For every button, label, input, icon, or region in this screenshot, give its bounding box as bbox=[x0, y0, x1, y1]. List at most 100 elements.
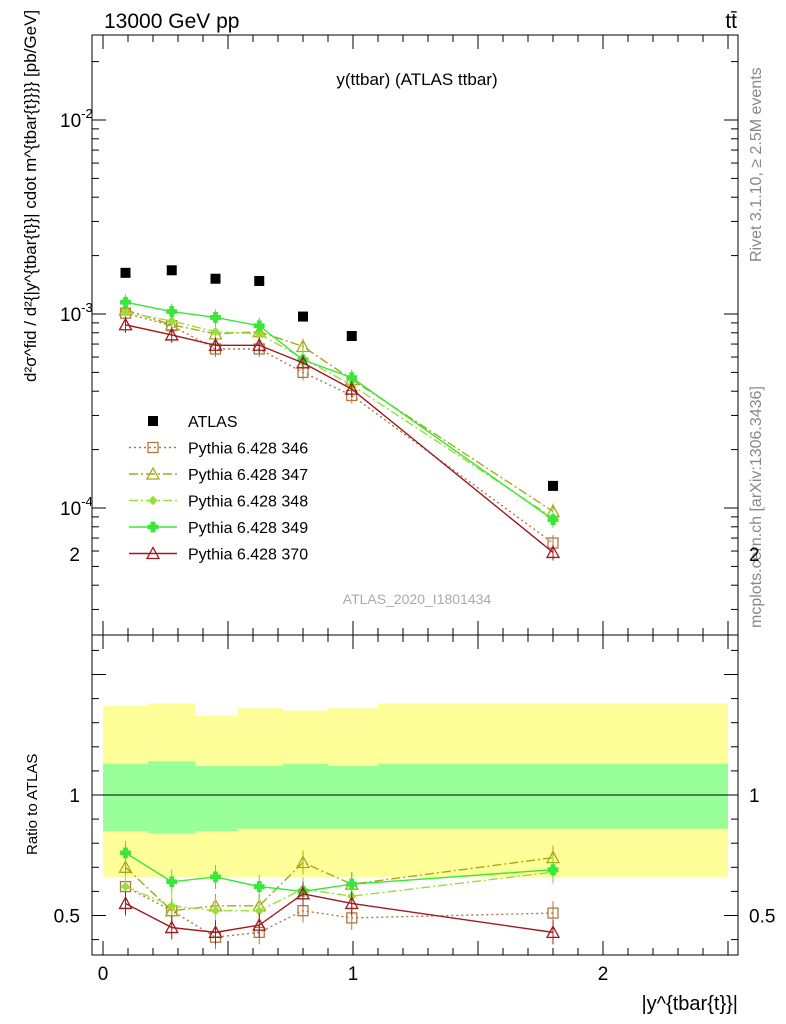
main-y-tick-label: 10-4 bbox=[60, 494, 93, 520]
legend-marker-atlas bbox=[148, 416, 158, 426]
main-y-tick-label-base: 10 bbox=[60, 499, 81, 520]
ratio-band-inner bbox=[103, 763, 148, 832]
ratio-series-point bbox=[547, 864, 559, 876]
main-y-tick-label-base: 10 bbox=[60, 305, 81, 326]
legend-marker bbox=[145, 466, 161, 480]
ratio-series-point bbox=[120, 847, 131, 859]
main-y-tick-label-base: 10 bbox=[60, 111, 81, 132]
main-series-point bbox=[120, 296, 131, 308]
ratio-y-tick-label: 1 bbox=[69, 786, 80, 807]
atlas-data-point bbox=[166, 265, 177, 276]
ratio-series-point bbox=[210, 871, 221, 883]
atlas-data-point bbox=[298, 311, 308, 322]
x-axis-label: |y^{tbar{t}}| bbox=[641, 993, 738, 1015]
main-axis-ticks: 10-410-310-2 bbox=[60, 61, 738, 610]
mcplots-source-label: mcplots.cern.ch [arXiv:1306.3436] bbox=[748, 386, 765, 628]
analysis-watermark: ATLAS_2020_I1801434 bbox=[343, 591, 492, 607]
main-y-tick-label-exp: -2 bbox=[81, 106, 93, 121]
ratio-axis-ticks: 0.5 0.5 1 1 2 2 bbox=[54, 545, 775, 941]
ratio-series bbox=[118, 840, 561, 950]
legend-label: Pythia 6.428 348 bbox=[188, 494, 308, 511]
ratio-y-tick-label: 0.5 bbox=[54, 907, 80, 928]
ratio-series-point bbox=[164, 920, 179, 934]
atlas-data-point bbox=[548, 480, 558, 491]
ratio-series-point bbox=[547, 907, 559, 919]
ratio-series-point bbox=[210, 905, 221, 916]
x-tick-label: 2 bbox=[598, 964, 609, 985]
ratio-series-point bbox=[295, 886, 311, 900]
ratio-band-inner bbox=[148, 761, 196, 834]
ratio-panel: 0.5 0.5 1 1 2 2 Ratio to ATLAS bbox=[24, 545, 775, 956]
main-series-point bbox=[253, 320, 265, 332]
legend-label-atlas: ATLAS bbox=[188, 414, 238, 431]
ratio-series-point bbox=[295, 855, 311, 869]
atlas-data-point bbox=[210, 273, 221, 284]
legend-marker bbox=[147, 521, 159, 533]
ratio-series-line bbox=[125, 893, 554, 934]
main-series-point bbox=[166, 306, 178, 317]
main-panel-frame bbox=[91, 34, 739, 636]
main-series-point bbox=[118, 317, 133, 331]
legend-marker bbox=[147, 441, 159, 454]
main-data-points bbox=[120, 265, 558, 491]
ratio-series-point bbox=[252, 917, 267, 931]
ratio-y-tick-label: 2 bbox=[69, 545, 80, 566]
main-y-tick-label-exp: -4 bbox=[81, 494, 93, 509]
ratio-band-inner bbox=[195, 766, 238, 832]
ratio-series-point bbox=[120, 881, 131, 892]
ratio-series-point bbox=[208, 925, 223, 939]
main-series-line bbox=[125, 301, 554, 521]
ratio-y-axis-label: Ratio to ATLAS bbox=[24, 754, 41, 855]
ratio-series-point bbox=[166, 876, 178, 888]
rivet-version-label: Rivet 3.1.10, ≥ 2.5M events bbox=[748, 67, 765, 262]
plot-title: y(ttbar) (ATLAS ttbar) bbox=[336, 70, 497, 89]
ratio-band-inner bbox=[283, 763, 328, 829]
x-axis-ticks: 0 1 2 bbox=[98, 35, 729, 985]
ratio-series-point bbox=[346, 878, 358, 890]
ratio-y-tick-label-right: 0.5 bbox=[749, 907, 775, 928]
ratio-band-inner bbox=[378, 763, 728, 829]
main-y-tick-label: 10-3 bbox=[60, 300, 93, 326]
legend-marker bbox=[145, 546, 161, 560]
atlas-data-point bbox=[254, 275, 265, 286]
x-tick-label: 1 bbox=[348, 964, 359, 985]
main-series bbox=[118, 294, 561, 561]
ratio-band-inner bbox=[328, 766, 378, 829]
ratio-series-point bbox=[167, 901, 177, 911]
main-series-point bbox=[344, 381, 359, 395]
legend: ATLAS Pythia 6.428 346 Pythia 6.428 347 Pyt… bbox=[129, 414, 308, 564]
atlas-data-point bbox=[346, 331, 357, 342]
legend-marker bbox=[148, 495, 158, 506]
main-series-point bbox=[208, 337, 223, 351]
main-series-point bbox=[210, 312, 221, 323]
main-series-point bbox=[167, 316, 177, 326]
ratio-series-point bbox=[545, 925, 561, 939]
ratio-band-inner bbox=[238, 766, 283, 829]
main-series-point bbox=[295, 355, 311, 369]
main-series-point bbox=[545, 545, 561, 559]
ratio-series-point bbox=[344, 896, 359, 910]
main-y-axis-label: d²σ^fid / d²{|y^{tbar{t}}| cdot m^{tbar{… bbox=[21, 10, 40, 382]
legend-label: Pythia 6.428 370 bbox=[188, 547, 308, 564]
ratio-y-tick-label-right: 1 bbox=[749, 786, 760, 807]
main-series-point bbox=[210, 327, 221, 337]
main-series-point bbox=[252, 337, 267, 351]
ratio-y-tick-label-right: 2 bbox=[749, 545, 760, 566]
ratio-series-line bbox=[125, 871, 554, 912]
header-energy-label: 13000 GeV pp bbox=[104, 10, 239, 33]
header-process-label: tt̄ bbox=[725, 10, 737, 33]
main-series-point bbox=[164, 327, 179, 341]
main-y-tick-label: 10-2 bbox=[60, 106, 93, 132]
ratio-series-point bbox=[253, 881, 265, 892]
ratio-series-point bbox=[118, 896, 133, 910]
main-series-line bbox=[125, 324, 554, 553]
main-panel: 10-410-310-2 y(ttbar) (ATLAS ttbar) ATLA… bbox=[21, 10, 739, 636]
main-series-point bbox=[346, 372, 358, 384]
ratio-bands bbox=[92, 703, 738, 877]
legend-label: Pythia 6.428 346 bbox=[188, 441, 308, 458]
legend-label: Pythia 6.428 347 bbox=[188, 467, 308, 484]
x-tick-label: 0 bbox=[98, 964, 109, 985]
main-y-tick-label-exp: -3 bbox=[81, 300, 93, 315]
ratio-series-point bbox=[118, 859, 133, 873]
